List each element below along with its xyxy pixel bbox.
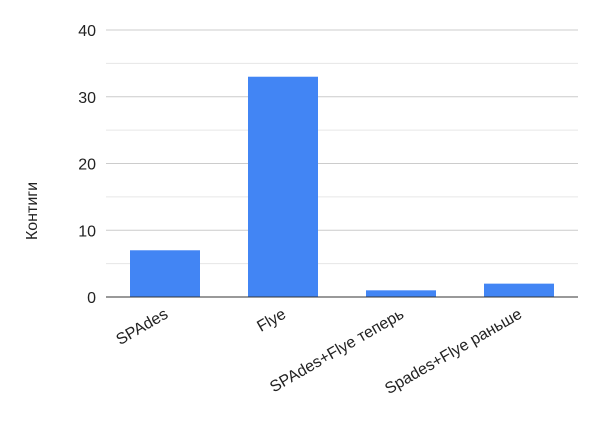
bar <box>130 250 200 297</box>
y-tick-label: 0 <box>87 290 96 307</box>
bars <box>130 76 554 297</box>
y-tick-label: 30 <box>78 90 96 107</box>
y-tick-label: 40 <box>78 23 96 40</box>
bar <box>484 283 554 297</box>
y-axis-ticks: 0 10 20 30 40 <box>78 23 96 307</box>
x-tick-label: SPAdes <box>113 306 171 349</box>
y-tick-label: 20 <box>78 157 96 174</box>
bar <box>248 76 318 297</box>
y-tick-label: 10 <box>78 223 96 240</box>
y-axis-title: Контиги <box>24 182 41 240</box>
gridlines <box>106 29 578 265</box>
bar <box>366 290 436 297</box>
x-tick-label: Flye <box>254 306 289 336</box>
